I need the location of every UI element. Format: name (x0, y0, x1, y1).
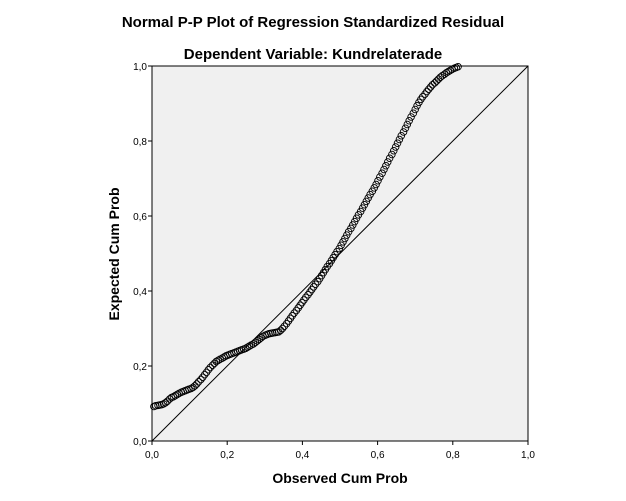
data-point (397, 131, 406, 140)
data-point (374, 176, 382, 185)
data-point (390, 146, 398, 155)
y-tick-label: 0,2 (133, 362, 147, 373)
data-point (169, 393, 178, 401)
data-point (403, 120, 412, 129)
data-point (432, 77, 441, 85)
data-point (194, 378, 203, 386)
data-point (173, 390, 181, 399)
data-point (424, 85, 433, 93)
data-point (204, 366, 213, 374)
data-point (382, 161, 390, 170)
y-axis-label: Expected Cum Prob (106, 187, 122, 320)
x-tick-label: 0,2 (220, 450, 234, 461)
data-point (280, 322, 289, 331)
data-point (446, 66, 454, 75)
data-point (418, 92, 427, 101)
x-tick-label: 0,0 (145, 450, 159, 461)
data-point (191, 382, 199, 390)
data-point (393, 139, 402, 147)
chart-title: Normal P-P Plot of Regression Standardiz… (122, 14, 504, 31)
y-tick-label: 0,8 (133, 137, 147, 148)
data-point (197, 375, 205, 384)
data-point (245, 342, 254, 350)
x-tick-label: 0,6 (371, 450, 385, 461)
data-point (200, 370, 209, 379)
data-point (165, 395, 174, 403)
y-tick-label: 1,0 (133, 62, 147, 73)
data-point (159, 400, 168, 408)
x-axis: 0,0 0,2 0,4 0,6 0,8 1,0 (145, 441, 535, 461)
data-point (423, 87, 431, 96)
data-point (409, 109, 418, 117)
data-point (405, 116, 413, 125)
data-point (380, 165, 388, 174)
data-point (206, 363, 215, 372)
data-point (290, 309, 298, 317)
data-points (150, 63, 462, 411)
data-point (278, 324, 287, 333)
data-point (378, 169, 386, 177)
data-point (411, 105, 419, 114)
data-point (311, 280, 320, 289)
data-point (431, 79, 439, 87)
data-point (391, 143, 400, 151)
y-tick-label: 0,4 (133, 287, 147, 298)
data-point (444, 67, 453, 76)
data-point (428, 80, 437, 89)
data-point (426, 83, 435, 91)
data-point (276, 326, 285, 335)
data-point (218, 354, 227, 362)
data-point (212, 357, 221, 366)
data-point (241, 344, 250, 353)
data-point (302, 293, 310, 302)
y-tick-label: 0,0 (133, 437, 147, 448)
data-point (187, 384, 195, 393)
data-point (440, 70, 449, 78)
data-point (257, 334, 265, 342)
data-point (407, 113, 415, 121)
data-point (171, 391, 180, 400)
data-point (395, 135, 404, 144)
data-point (214, 356, 222, 365)
data-point (161, 399, 170, 407)
y-tick-label: 0,6 (133, 212, 147, 223)
data-point (454, 63, 462, 71)
x-tick-label: 0,4 (295, 450, 309, 461)
data-point (442, 68, 451, 77)
x-tick-label: 0,8 (446, 450, 460, 461)
data-point (376, 173, 384, 181)
data-point (399, 128, 408, 136)
data-point (401, 124, 410, 132)
data-point (385, 154, 394, 162)
data-point (372, 180, 380, 189)
chart-subtitle: Dependent Variable: Kundrelaterade (184, 46, 442, 63)
x-axis-label: Observed Cum Prob (272, 470, 407, 486)
y-axis: 0,0 0,2 0,4 0,6 0,8 1,0 (133, 62, 152, 448)
data-point (192, 380, 201, 388)
data-point (163, 397, 172, 406)
x-tick-label: 1,0 (521, 450, 535, 461)
data-point (384, 158, 392, 166)
data-point (243, 343, 252, 352)
data-point (208, 361, 217, 370)
data-point (388, 150, 396, 159)
